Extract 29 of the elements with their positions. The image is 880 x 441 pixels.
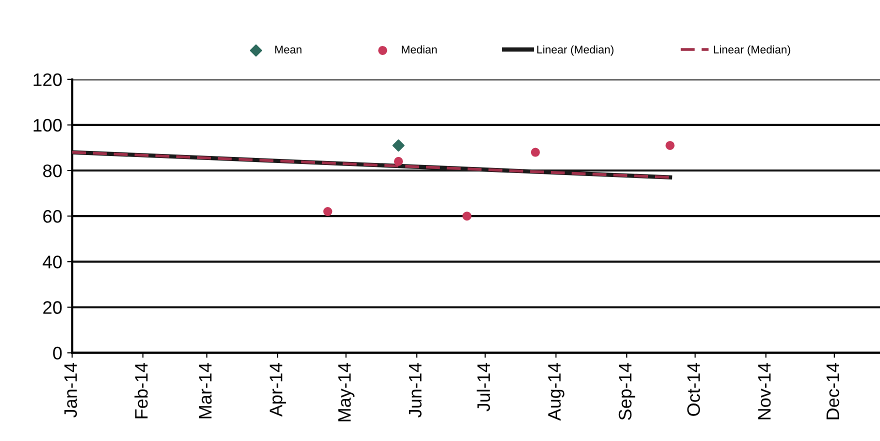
y-tick-label: 40 <box>42 256 62 268</box>
point <box>323 207 332 216</box>
point <box>462 212 472 221</box>
legend-label: Linear (Median) <box>537 45 614 56</box>
x-tick-label: Sep-14 <box>618 363 636 420</box>
y-tick-label: 100 <box>34 118 62 132</box>
x-tick-label: Aug-14 <box>548 363 564 421</box>
legend-label: Median <box>402 45 437 54</box>
point <box>530 148 540 157</box>
point <box>666 140 675 150</box>
x-tick-label: Apr-14 <box>270 363 286 417</box>
x-tick-label: Oct-14 <box>687 363 700 416</box>
legend-label: Linear (Median) <box>714 45 790 56</box>
x-tick-label: Mar-14 <box>199 363 212 418</box>
x-tick-label: May-14 <box>338 363 354 422</box>
y-tick-label: 20 <box>43 301 62 314</box>
x-tick-label: Dec-14 <box>826 363 840 420</box>
x-tick-label: Jun-14 <box>408 363 422 418</box>
y-tick-label: 0 <box>53 346 62 360</box>
point <box>392 139 405 152</box>
point <box>394 156 403 166</box>
x-tick-label: Jul-14 <box>476 363 490 412</box>
y-tick-label: 60 <box>43 210 62 223</box>
x-tick-label: Nov-14 <box>758 363 771 420</box>
legend-label: Mean <box>275 46 302 54</box>
x-tick-label: Jan-14 <box>64 363 78 418</box>
x-tick-label: Feb-14 <box>134 363 148 418</box>
y-tick-label: 80 <box>43 164 62 178</box>
y-tick-label: 120 <box>34 73 62 86</box>
